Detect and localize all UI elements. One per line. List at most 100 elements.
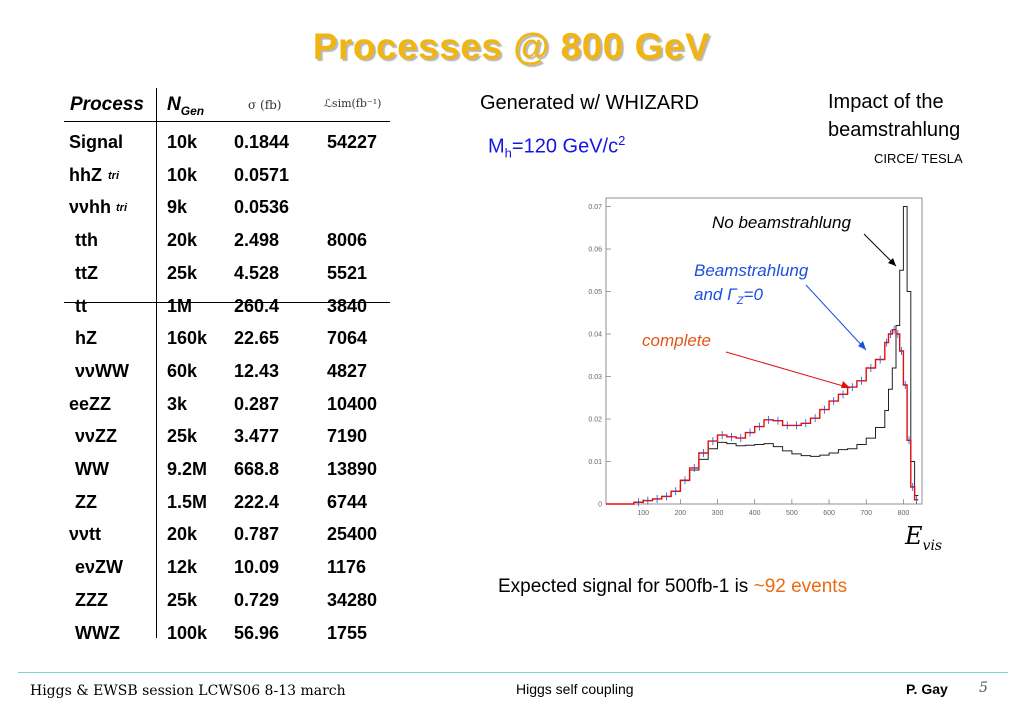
cell-sigma: 0.287 xyxy=(234,393,280,414)
cell-ngen: 9k xyxy=(167,197,188,218)
arrow-complete xyxy=(725,351,851,389)
cell-lumi: 4827 xyxy=(327,360,368,381)
table-row: hhZ tri 10k 0.0571 xyxy=(64,161,394,193)
table-row: tt 1M 260.4 3840 xyxy=(64,292,394,324)
table-row: WW 9.2M 668.8 13890 xyxy=(64,455,394,487)
cell-lumi: 5521 xyxy=(327,262,368,283)
arrowhead-complete xyxy=(841,381,850,388)
cell-process: hhZ xyxy=(69,164,102,185)
label-no-beamstrahlung: No beamstrahlung xyxy=(712,213,851,232)
generator-label: Generated w/ WHIZARD xyxy=(480,92,699,114)
label-gamma-part: and Γ xyxy=(694,285,738,304)
cell-process: Signal xyxy=(69,132,124,152)
cell-lumi: 34280 xyxy=(327,589,378,610)
impact-line-1: Impact of the xyxy=(828,91,944,113)
evis-axis-label: Evis xyxy=(905,522,943,554)
cell-sigma: 56.96 xyxy=(234,622,280,643)
footer-page-number: 5 xyxy=(979,680,988,696)
table-vertical-rule xyxy=(156,88,157,638)
cell-sigma: 3.477 xyxy=(234,426,280,447)
cell-lumi: 8006 xyxy=(327,230,368,251)
cell-process: tt xyxy=(75,295,87,316)
cell-ngen: 1M xyxy=(167,295,193,316)
cell-sigma: 10.09 xyxy=(234,557,280,578)
cell-lumi: 1176 xyxy=(327,557,367,578)
table-row: ZZZ 25k 0.729 34280 xyxy=(64,586,394,618)
arrowhead-no-beamstrahlung xyxy=(888,258,896,266)
cell-process: tth xyxy=(75,230,98,251)
cell-ngen: 20k xyxy=(167,524,198,545)
cell-process: eeZZ xyxy=(69,393,112,414)
table-row: eνZW 12k 10.09 1176 xyxy=(64,553,394,585)
header-lumi: ℒsim(fb⁻¹) xyxy=(324,97,382,110)
footer-topic: Higgs self coupling xyxy=(516,681,634,697)
x-tick-label: 700 xyxy=(860,510,872,517)
label-beamstrahlung: Beamstrahlung xyxy=(694,261,809,280)
y-tick-label: 0.06 xyxy=(588,247,602,254)
cell-process: ttZ xyxy=(75,262,98,283)
cell-ngen: 20k xyxy=(167,230,198,251)
cell-process: hZ xyxy=(75,328,97,349)
cell-sigma: 668.8 xyxy=(234,459,280,479)
arrowhead-beamstrahlung xyxy=(858,341,866,350)
cell-lumi: 10400 xyxy=(327,393,378,414)
cell-lumi: 6744 xyxy=(327,491,368,512)
histogram-svg: 100 200 300 400 500 600 700 800 0 0.01 0.02 0.03 0.0… xyxy=(588,197,923,517)
table-row: ννhh tri 9k 0.0536 xyxy=(64,193,394,225)
table-row: ZZ 1.5M 222.4 6744 xyxy=(64,488,394,520)
cell-lumi: 7190 xyxy=(327,426,368,447)
expected-events: ~92 events xyxy=(753,576,848,597)
slide-title: Processes @ 800 GeV xyxy=(312,26,711,67)
impact-heading: Impact of the beamstrahlung xyxy=(828,88,1008,144)
table-header-rule xyxy=(64,121,390,122)
table-row: WWZ 100k 56.96 1755 xyxy=(64,619,394,651)
cell-process: ZZ xyxy=(75,491,97,512)
cell-process: ννWW xyxy=(75,360,129,381)
cell-process: ννtt xyxy=(69,524,102,545)
footer-rule xyxy=(18,672,1008,673)
cell-sigma: 2.498 xyxy=(234,230,280,251)
cell-sigma: 0.1844 xyxy=(234,132,290,152)
cell-ngen: 10k xyxy=(167,164,198,185)
cell-ngen: 9.2M xyxy=(167,459,208,479)
label-gamma-part: =0 xyxy=(744,285,764,304)
label-complete: complete xyxy=(642,331,711,350)
x-tick-label: 200 xyxy=(675,510,687,517)
table-row: ννWW 60k 12.43 4827 xyxy=(64,357,394,389)
cell-sigma: 0.0571 xyxy=(234,164,290,185)
x-tick-label: 600 xyxy=(823,510,835,517)
cell-process-tag: tri xyxy=(108,169,119,182)
header-ngen: NGen xyxy=(167,94,205,118)
cell-sigma: 0.729 xyxy=(234,589,280,610)
table-row: ttZ 25k 4.528 5521 xyxy=(64,259,394,291)
evis-histogram: 100 200 300 400 500 600 700 800 0 0.01 0.02 0.03 0.0… xyxy=(576,190,936,525)
cell-sigma: 0.787 xyxy=(234,524,280,545)
table-row: ννZZ 25k 3.477 7190 xyxy=(64,422,394,454)
x-tick-label: 800 xyxy=(898,510,910,517)
cell-ngen: 100k xyxy=(167,622,208,643)
cell-process: eνZW xyxy=(75,557,124,578)
cell-ngen: 160k xyxy=(167,328,208,349)
label-gamma-part: Z xyxy=(736,295,745,307)
cell-ngen: 25k xyxy=(167,589,198,610)
footer-session: Higgs & EWSB session LCWS06 8-13 march xyxy=(30,683,346,699)
table-row: Signal 10k 0.1844 54227 xyxy=(64,128,394,160)
impact-line-2: beamstrahlung xyxy=(828,119,961,141)
table-row: eeZZ 3k 0.287 10400 xyxy=(64,390,394,422)
cell-sigma: 22.65 xyxy=(234,328,280,349)
cell-process: ZZZ xyxy=(75,589,108,610)
footer-author: P. Gay xyxy=(906,681,948,697)
cell-ngen: 25k xyxy=(167,262,198,283)
cell-sigma: 222.4 xyxy=(234,491,280,512)
x-tick-label: 100 xyxy=(637,510,649,517)
cell-ngen: 12k xyxy=(167,557,198,578)
cell-ngen: 10k xyxy=(167,132,198,152)
cell-process-tag: tri xyxy=(116,202,127,215)
y-tick-label: 0.01 xyxy=(588,459,602,466)
table-row: tth 20k 2.498 8006 xyxy=(64,226,394,258)
series-no-beamstrahlung xyxy=(606,206,919,505)
cell-process: WW xyxy=(75,459,109,479)
x-tick-label: 400 xyxy=(749,510,761,517)
plot-frame xyxy=(605,197,923,505)
cell-sigma: 0.0536 xyxy=(234,197,290,218)
